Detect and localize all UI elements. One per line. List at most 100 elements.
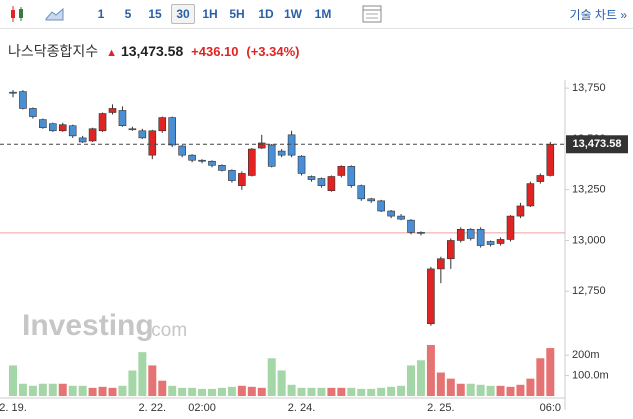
candle-body [506,215,515,240]
candle-body [257,142,266,149]
candle-body [68,125,77,137]
volume-bar [426,345,435,396]
volume-bar [337,387,346,396]
volume-bar [18,383,27,396]
volume-bar [536,358,545,396]
x-tick-label: 2. 24. [288,402,316,414]
volume-bar [188,387,197,396]
axis-mask [566,400,633,419]
candle-body [19,91,27,109]
candle-body [48,123,57,132]
volume-bar [257,387,266,396]
candle-body [357,185,366,200]
candle-body [267,144,276,167]
candle-body [427,268,435,325]
candle-body [496,239,505,244]
interval-button[interactable]: 1W [284,7,302,21]
interval-button[interactable]: 30 [171,4,195,24]
candle-body [516,205,525,217]
volume-bar [436,372,445,396]
volume-bar [526,378,535,396]
volume-bar [128,370,137,396]
candle-body [88,128,97,142]
volume-bar [118,385,127,396]
volume-bar [287,384,296,396]
interval-button[interactable]: 1D [258,7,274,21]
mountain-icon[interactable] [44,4,66,24]
volume-bar [546,348,555,396]
volume-bar [347,387,356,396]
candle-body [208,160,216,166]
tech-chart-link[interactable]: 기술 차트 » [569,8,627,22]
y-tick-label: 13,750 [572,82,606,94]
candle-body [347,166,356,186]
change: +436.10 [191,44,239,59]
candle-body [446,240,455,260]
volume-bar [68,385,77,396]
candle-body [9,91,17,94]
volume-bar [9,365,17,396]
interval-button[interactable]: 15 [148,7,162,21]
candle-body [327,176,336,192]
x-tick-label: 06:0 [540,402,561,414]
candle-body [178,145,186,156]
interval-button[interactable]: 5 [124,7,132,21]
y-tick-label: 13,000 [572,234,606,246]
candle-body [98,113,107,132]
interval-button[interactable]: 1M [314,7,332,21]
interval-button[interactable]: 1 [97,7,105,21]
volume-bar [297,387,306,396]
candle-body [476,228,485,246]
volume-bar [168,385,177,396]
candle-body [417,232,425,234]
volume-bar [506,386,515,396]
header: 나스닥종합지수 ▲ 13,473.58 +436.10 (+3.34%) [8,41,304,61]
volume-bar [456,383,465,396]
price: 13,473.58 [120,43,184,59]
candle-body [78,137,87,143]
volume-tick-label: 100.0m [572,370,609,382]
volume-bar [48,383,57,396]
volume-bar [38,383,47,396]
candle-body [118,110,127,127]
interval-button[interactable]: 5H [229,7,245,21]
candle-body [238,173,246,186]
y-tick-label: 12,750 [572,285,606,297]
volume-bar [377,387,386,396]
layout-icon[interactable] [361,4,383,24]
volume-bar [397,385,406,396]
volume-bar [198,388,207,396]
volume-bar [277,370,286,396]
index-name: 나스닥종합지수 [8,43,99,59]
candle-body [158,117,167,132]
volume-bar [267,358,276,396]
last-price-label: 13,473.58 [573,138,622,150]
volume-bar [98,386,107,396]
last-price-box [566,135,628,154]
volume-bar [208,388,216,396]
interval-button[interactable]: 1H [202,7,218,21]
volume-bar [317,387,326,396]
x-tick-label: 2. 25. [427,402,455,414]
candle-body [39,119,47,129]
candle-body [307,176,316,180]
x-tick-label: 2. 22. [139,402,167,414]
candle-body [387,210,395,217]
volume-bar [108,387,117,396]
candle-body [407,219,415,233]
candle-body [218,165,226,171]
volume-bar [476,384,485,396]
candle-body [317,178,326,186]
candle-body [536,175,545,182]
volume-bar [237,385,246,396]
change-pct: (+3.34%) [246,44,300,59]
volume-bar [327,387,336,396]
y-tick-label: 13,250 [572,184,606,196]
volume-bar [78,385,87,396]
volume-bar [387,386,396,396]
candle-icon[interactable] [8,4,28,24]
x-tick-label: 2. 19. [0,402,27,414]
candle-body [188,154,196,161]
candle-body [456,228,465,241]
